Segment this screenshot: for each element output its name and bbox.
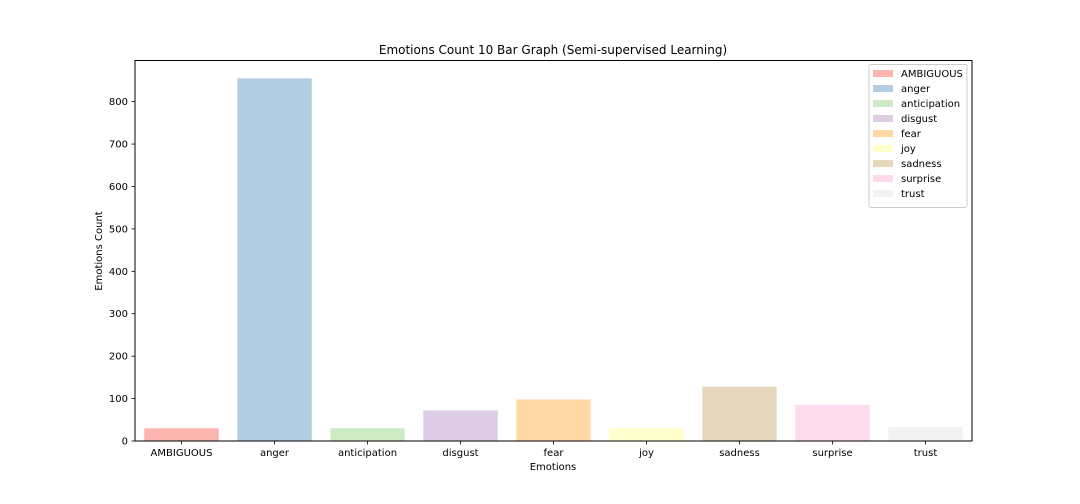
x-tick-label: anger: [260, 448, 290, 459]
y-tick-label: 700: [109, 140, 128, 151]
legend-label: AMBIGUOUS: [901, 69, 963, 80]
legend: AMBIGUOUS anger anticipation disgust fear joy…: [868, 64, 968, 208]
legend-label: fear: [901, 129, 922, 140]
legend-label: surprise: [901, 174, 941, 185]
legend-label: anger: [901, 84, 931, 95]
x-tick-label: joy: [638, 448, 654, 459]
legend-label: sadness: [901, 159, 942, 170]
y-axis: 0 100 200 300 400 500 600 700 800: [109, 97, 135, 448]
bar-disgust: [423, 410, 498, 441]
legend-swatch: [873, 130, 893, 137]
legend-frame: [868, 64, 968, 208]
x-tick-label: fear: [544, 448, 565, 459]
y-axis-label: Emotions Count: [94, 211, 105, 290]
bar-surprise: [795, 404, 870, 441]
x-tick-label: trust: [914, 448, 938, 459]
y-tick-label: 400: [109, 267, 128, 278]
legend-swatch: [873, 115, 893, 122]
x-axis-label: Emotions: [530, 462, 577, 473]
legend-swatch: [873, 145, 893, 152]
bar-joy: [609, 428, 684, 441]
bar-fear: [516, 399, 591, 441]
bars-group: [144, 78, 963, 442]
chart-title: Emotions Count 10 Bar Graph (Semi-superv…: [379, 43, 727, 57]
y-tick-label: 800: [109, 97, 128, 108]
x-tick-label: anticipation: [338, 448, 397, 459]
bar-anger: [237, 78, 312, 442]
x-tick-label: surprise: [812, 448, 852, 459]
bar-sadness: [702, 386, 777, 441]
bar-anticipation: [330, 428, 405, 441]
legend-swatch: [873, 160, 893, 167]
x-tick-label: AMBIGUOUS: [151, 448, 213, 459]
y-tick-label: 500: [109, 224, 128, 235]
y-tick-label: 600: [109, 182, 128, 193]
legend-label: disgust: [901, 114, 937, 125]
y-tick-label: 0: [122, 437, 128, 448]
legend-label: trust: [901, 189, 925, 200]
legend-label: anticipation: [901, 99, 960, 110]
legend-swatch: [873, 70, 893, 77]
x-axis: AMBIGUOUS anger anticipation disgust fear joy…: [151, 441, 938, 459]
x-tick-label: disgust: [442, 448, 478, 459]
plot-frame: [134, 60, 973, 442]
bar-trust: [888, 427, 963, 441]
legend-swatch: [873, 175, 893, 182]
y-tick-label: 300: [109, 309, 128, 320]
legend-label: joy: [900, 144, 916, 155]
y-tick-label: 200: [109, 352, 128, 363]
legend-swatch: [873, 190, 893, 197]
y-tick-label: 100: [109, 394, 128, 405]
x-tick-label: sadness: [719, 448, 760, 459]
legend-swatch: [873, 85, 893, 92]
legend-swatch: [873, 100, 893, 107]
bar-ambiguous: [144, 428, 219, 441]
